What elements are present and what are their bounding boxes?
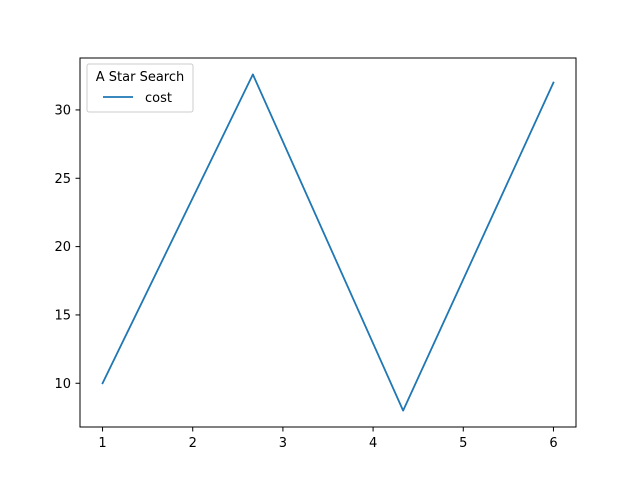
axes: 1 2 3 4 5 6 10 15 20 25 30 [54, 57, 577, 451]
legend-title: A Star Search [96, 70, 184, 85]
axes-frame [79, 57, 577, 428]
legend: A Star Search cost [86, 63, 194, 113]
x-tick-label: 6 [549, 436, 557, 451]
series-line-cost [101, 73, 555, 412]
y-tick-label: 10 [54, 377, 71, 392]
x-tick-label: 2 [189, 436, 197, 451]
plot-area [101, 73, 555, 412]
y-tick-label: 30 [54, 103, 71, 118]
legend-frame [86, 63, 194, 113]
y-tick-label: 15 [54, 308, 71, 323]
legend-label-cost: cost [145, 91, 172, 106]
x-tick-label: 5 [459, 436, 467, 451]
x-tick-label: 3 [279, 436, 287, 451]
y-tick-label: 25 [54, 172, 71, 187]
y-tick-label: 20 [54, 240, 71, 255]
x-tick-label: 1 [98, 436, 106, 451]
x-tick-label: 4 [369, 436, 377, 451]
